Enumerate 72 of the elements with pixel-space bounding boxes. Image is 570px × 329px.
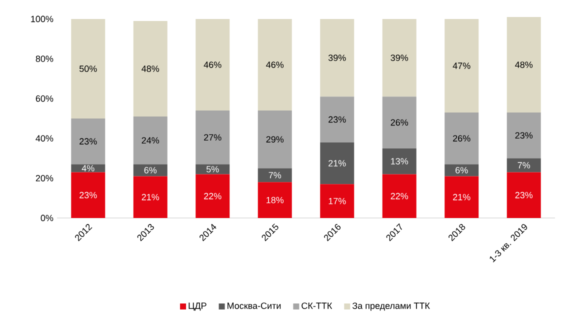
data-label: 4% xyxy=(82,165,94,172)
bar xyxy=(258,168,292,182)
data-label: 7% xyxy=(268,172,282,178)
bar xyxy=(320,18,354,97)
bar xyxy=(320,142,354,184)
y-tick-label: 20% xyxy=(36,174,54,182)
bar xyxy=(506,158,541,172)
bar xyxy=(196,18,230,111)
data-label: 29% xyxy=(266,136,284,143)
data-label: 48% xyxy=(515,62,533,68)
bar xyxy=(444,112,479,164)
data-label: 23% xyxy=(515,132,533,139)
y-tick-label: 60% xyxy=(36,95,54,102)
bar xyxy=(506,172,541,218)
data-label: 48% xyxy=(142,66,160,72)
bar xyxy=(506,16,541,113)
legend-label: За пределами ТТК xyxy=(352,302,430,311)
legend-label: ЦДР xyxy=(188,302,206,311)
legend-label: СК-ТТК xyxy=(302,302,332,309)
bar xyxy=(133,176,168,218)
bar xyxy=(258,18,292,111)
data-label: 46% xyxy=(266,62,284,68)
data-label: 6% xyxy=(456,167,468,174)
data-label: 27% xyxy=(204,134,222,141)
bar xyxy=(71,18,106,118)
bar xyxy=(444,18,479,113)
bar xyxy=(444,164,479,176)
data-label: 39% xyxy=(390,54,408,61)
data-label: 46% xyxy=(204,62,222,68)
bar xyxy=(258,110,292,168)
bar xyxy=(196,174,230,218)
y-tick-label: 100% xyxy=(31,16,54,22)
data-label: 18% xyxy=(266,196,284,204)
data-label: 21% xyxy=(453,194,470,200)
data-label: 22% xyxy=(390,192,408,200)
bar xyxy=(382,96,416,148)
bar xyxy=(320,96,354,142)
data-label: 24% xyxy=(142,137,160,144)
data-label: 7% xyxy=(518,162,530,168)
bar xyxy=(506,112,541,158)
data-label: 23% xyxy=(80,138,97,145)
y-tick-label: 40% xyxy=(36,135,54,142)
bar xyxy=(133,20,168,116)
data-label: 23% xyxy=(515,192,533,198)
data-label: 23% xyxy=(328,116,346,123)
bar xyxy=(444,176,479,218)
data-label: 13% xyxy=(391,158,408,164)
bar xyxy=(133,116,168,164)
bar xyxy=(71,118,106,164)
bar xyxy=(382,148,416,174)
data-label: 23% xyxy=(80,192,97,198)
data-label: 50% xyxy=(79,66,97,72)
bar xyxy=(196,110,230,164)
bar xyxy=(71,172,106,218)
bar xyxy=(258,182,292,218)
data-label: 5% xyxy=(206,166,219,172)
y-tick-label: 80% xyxy=(36,56,54,62)
bar xyxy=(382,18,416,97)
y-tick-label: 0% xyxy=(40,214,54,222)
data-label: 47% xyxy=(452,62,470,69)
bar xyxy=(382,174,416,218)
legend-label: Москва-Сити xyxy=(228,302,281,309)
data-label: 17% xyxy=(328,198,346,204)
data-label: 21% xyxy=(328,160,346,166)
data-label: 26% xyxy=(390,119,408,126)
data-label: 22% xyxy=(204,192,222,200)
data-label: 6% xyxy=(144,167,157,174)
data-label: 39% xyxy=(328,54,346,61)
data-label: 26% xyxy=(453,135,470,142)
bar xyxy=(320,184,354,218)
bar xyxy=(133,164,168,176)
data-label: 21% xyxy=(142,194,160,200)
